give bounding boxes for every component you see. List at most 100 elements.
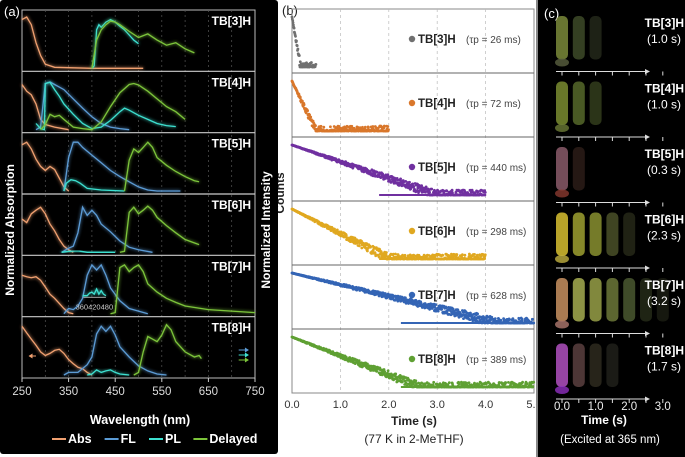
data-point <box>436 309 440 313</box>
vial-glow <box>572 147 585 191</box>
sample-name: TB[8]H <box>645 344 684 358</box>
data-point <box>440 308 444 311</box>
data-point <box>404 379 407 383</box>
data-point <box>292 23 295 27</box>
data-point <box>319 124 323 128</box>
series-pl <box>82 287 107 297</box>
right-arrow-head-icon <box>244 352 249 358</box>
series-name: TB[3]H <box>418 34 456 46</box>
data-point <box>483 253 487 257</box>
series-marker <box>408 291 416 299</box>
legend: Abs FL PL Delayed <box>52 432 257 446</box>
vial-glow <box>589 16 602 60</box>
subplot-tb4h: TB[4]H <box>21 70 255 131</box>
data-point <box>310 61 313 64</box>
x-tick-label: 650 <box>199 386 218 398</box>
data-point <box>451 191 454 195</box>
y-axis-label-absorption: Normalized Absorption <box>3 164 17 296</box>
data-point <box>375 170 379 174</box>
decay-tb3h: TB[3]H (τp = 26 ms) <box>290 15 521 69</box>
vial-glow <box>572 16 585 60</box>
series-pl <box>61 250 116 253</box>
data-point <box>473 191 477 195</box>
afterglow-duration: (1.7 s) <box>647 360 681 374</box>
vial-base <box>555 386 569 394</box>
data-point <box>344 234 348 237</box>
legend-item-fl: FL <box>104 432 136 446</box>
photo-row-tb8h: TB[8]H (1.7 s) <box>555 343 684 403</box>
photo-row-tb3h: TB[3]H (1.0 s) <box>555 16 684 76</box>
series-delayed <box>123 141 200 192</box>
series-abs <box>21 16 144 69</box>
x-tick-label: 2.0 <box>381 399 396 411</box>
y-axis-label-intensity: Normalized Intensity <box>259 171 273 289</box>
data-point <box>467 381 471 385</box>
vial-glow <box>556 343 568 387</box>
series-marker <box>408 35 416 43</box>
data-point <box>297 54 301 57</box>
legend-label: PL <box>165 432 181 446</box>
data-point <box>531 318 534 321</box>
vial-base <box>555 124 569 132</box>
legend-label: Delayed <box>209 432 257 446</box>
series-fl <box>63 263 148 315</box>
vial-glow <box>589 212 602 256</box>
afterglow-duration: (2.3 s) <box>647 229 681 243</box>
data-point <box>432 380 436 384</box>
data-point <box>456 308 460 312</box>
vial-glow <box>556 278 568 322</box>
x-tick-label: 550 <box>152 386 171 398</box>
series-fl <box>63 141 181 192</box>
data-point <box>386 125 390 128</box>
vial-glow <box>589 343 602 387</box>
vial-base <box>555 189 569 198</box>
series-delayed <box>119 205 200 253</box>
data-point <box>463 253 467 257</box>
subplot-title: TB[5]H <box>212 137 251 151</box>
afterglow-duration: (1.0 s) <box>647 32 681 46</box>
data-point <box>475 253 479 257</box>
data-point <box>377 255 381 259</box>
data-point <box>306 109 309 113</box>
vial-glow <box>556 16 568 60</box>
decay-tb4h: TB[4]H (τp = 72 ms) <box>290 72 534 133</box>
vial-glow <box>556 147 568 191</box>
subplot-tb7h: TB[7]H 360420480 <box>21 254 256 315</box>
series-delayed <box>110 264 256 315</box>
legend-item-abs: Abs <box>52 432 92 446</box>
series-marker <box>408 163 416 171</box>
legend-item-delayed: Delayed <box>193 432 257 446</box>
data-point <box>384 253 388 257</box>
data-point <box>450 188 454 192</box>
data-point <box>314 124 317 128</box>
vial-glow <box>589 81 602 125</box>
data-point <box>366 246 370 250</box>
data-point <box>414 379 418 383</box>
decay-tb5h: TB[5]H (τp = 440 ms) <box>290 136 534 197</box>
decay-tb8h: TB[8]H (τp = 389 ms) <box>290 328 536 389</box>
data-point <box>399 177 402 181</box>
data-point <box>457 382 461 386</box>
data-point <box>504 381 508 385</box>
series-name: TB[8]H <box>418 354 456 366</box>
data-point <box>386 369 390 373</box>
panel-a-label: (a) <box>4 4 20 19</box>
data-point <box>430 187 434 191</box>
data-point <box>335 228 339 232</box>
data-point <box>358 244 361 248</box>
data-point <box>382 124 386 128</box>
data-point <box>447 381 451 384</box>
data-point <box>314 63 318 66</box>
sample-name: TB[5]H <box>645 147 684 161</box>
vial-glow <box>556 212 568 256</box>
data-point <box>322 125 326 129</box>
x-tick-label: 0.0 <box>284 399 299 411</box>
data-point <box>350 124 354 128</box>
data-point <box>302 103 306 107</box>
data-point <box>383 177 387 181</box>
data-point <box>394 178 397 182</box>
vial-base <box>555 255 569 263</box>
data-point <box>360 246 364 250</box>
data-point <box>412 185 416 189</box>
series-lifetime: (τp = 298 ms) <box>466 227 526 238</box>
